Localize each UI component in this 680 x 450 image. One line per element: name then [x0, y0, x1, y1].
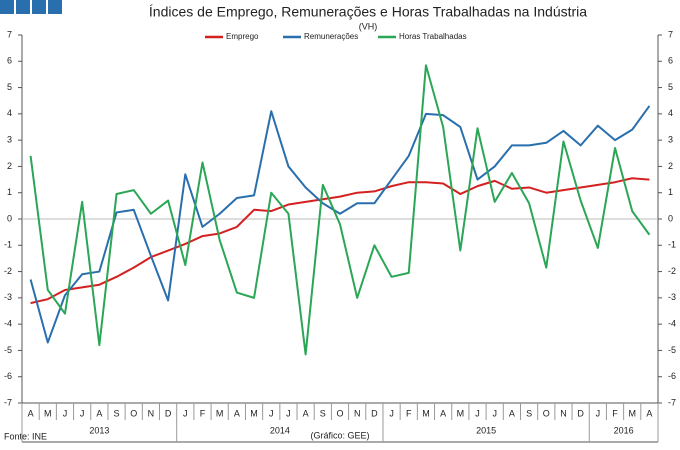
- y-tick-label: -5: [4, 345, 12, 355]
- y2-tick-label: -1: [668, 240, 676, 250]
- y-tick-label: 6: [7, 56, 12, 66]
- x-tick-label: N: [354, 408, 361, 418]
- chart-title: Índices de Emprego, Remunerações e Horas…: [149, 4, 587, 20]
- y-tick-label: 0: [7, 213, 12, 223]
- x-tick-label: J: [63, 408, 68, 418]
- y-tick-label: 1: [7, 187, 12, 197]
- x-tick-label: A: [234, 408, 240, 418]
- x-tick-label: D: [371, 408, 378, 418]
- x-tick-label: O: [130, 408, 137, 418]
- source: Fonte: INE: [4, 431, 47, 441]
- y-tick-label: 2: [7, 161, 12, 171]
- x-tick-label: A: [28, 408, 34, 418]
- year-label: 2013: [89, 425, 109, 435]
- x-tick-label: J: [269, 408, 274, 418]
- y-tick-label: 4: [7, 108, 12, 118]
- y-tick-label: -4: [4, 319, 12, 329]
- x-tick-label: S: [526, 408, 532, 418]
- x-tick-label: O: [336, 408, 343, 418]
- x-tick-label: A: [96, 408, 102, 418]
- x-tick-label: A: [509, 408, 515, 418]
- y2-tick-label: 7: [668, 29, 673, 39]
- x-tick-label: M: [457, 408, 465, 418]
- legend-label: Emprego: [226, 32, 259, 41]
- y-tick-label: -2: [4, 266, 12, 276]
- logo-square: [16, 0, 30, 14]
- y-tick-label: 3: [7, 135, 12, 145]
- y2-tick-label: 4: [668, 108, 673, 118]
- y-tick-label: -7: [4, 397, 12, 407]
- y2-tick-label: -7: [668, 397, 676, 407]
- y-tick-label: 5: [7, 82, 12, 92]
- y2-tick-label: -2: [668, 266, 676, 276]
- legend-label: Horas Trabalhadas: [399, 32, 467, 41]
- year-label: 2015: [476, 425, 496, 435]
- y-tick-label: -3: [4, 292, 12, 302]
- x-tick-label: M: [628, 408, 636, 418]
- x-tick-label: J: [596, 408, 601, 418]
- x-tick-label: D: [577, 408, 584, 418]
- y2-tick-label: 0: [668, 213, 673, 223]
- x-tick-label: A: [646, 408, 652, 418]
- x-tick-label: N: [560, 408, 567, 418]
- x-tick-label: M: [216, 408, 224, 418]
- x-tick-label: M: [44, 408, 52, 418]
- year-label: 2016: [614, 425, 634, 435]
- y2-tick-label: -5: [668, 345, 676, 355]
- x-tick-label: J: [80, 408, 85, 418]
- series-line: [29, 64, 651, 356]
- x-tick-label: F: [406, 408, 412, 418]
- y2-tick-label: -6: [668, 371, 676, 381]
- logo-square: [0, 0, 14, 14]
- series-line: [29, 105, 651, 344]
- x-tick-label: M: [250, 408, 258, 418]
- logo-square: [32, 0, 46, 14]
- credit: (Gráfico: GEE): [310, 430, 369, 440]
- y2-tick-label: 5: [668, 82, 673, 92]
- x-tick-label: D: [165, 408, 172, 418]
- y2-tick-label: -4: [668, 319, 676, 329]
- x-tick-label: F: [612, 408, 618, 418]
- x-tick-label: N: [148, 408, 155, 418]
- x-tick-label: J: [183, 408, 188, 418]
- x-tick-label: F: [200, 408, 206, 418]
- y2-tick-label: 6: [668, 56, 673, 66]
- x-tick-label: S: [320, 408, 326, 418]
- y-tick-label: -6: [4, 371, 12, 381]
- x-tick-label: J: [475, 408, 480, 418]
- year-label: 2014: [270, 425, 290, 435]
- x-tick-label: M: [422, 408, 430, 418]
- x-tick-label: J: [492, 408, 497, 418]
- y-tick-label: -1: [4, 240, 12, 250]
- y2-tick-label: 1: [668, 187, 673, 197]
- x-tick-label: J: [286, 408, 291, 418]
- y-tick-label: 7: [7, 29, 12, 39]
- x-tick-label: J: [389, 408, 394, 418]
- y2-tick-label: 3: [668, 135, 673, 145]
- series-line: [30, 177, 650, 305]
- legend-label: Remunerações: [304, 32, 358, 41]
- y2-tick-label: -3: [668, 292, 676, 302]
- x-tick-label: A: [303, 408, 309, 418]
- chart-subtitle: (VH): [359, 21, 378, 31]
- logo-square: [48, 0, 62, 14]
- x-tick-label: A: [440, 408, 446, 418]
- x-tick-label: O: [543, 408, 550, 418]
- y2-tick-label: 2: [668, 161, 673, 171]
- x-tick-label: S: [114, 408, 120, 418]
